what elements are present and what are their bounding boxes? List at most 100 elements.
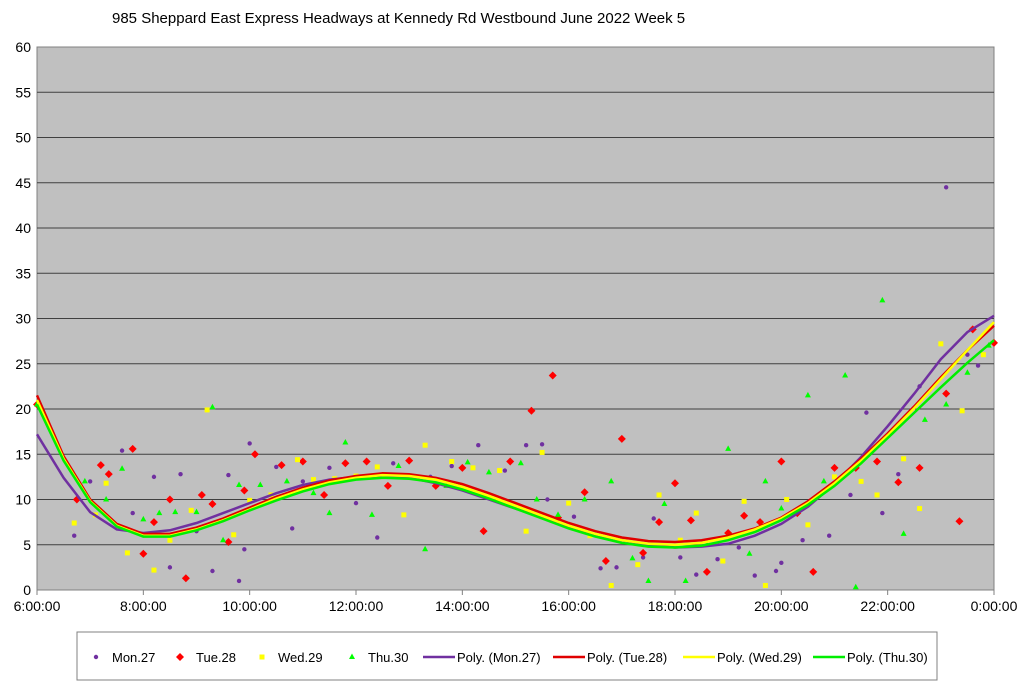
- point-thu-30: [193, 508, 200, 515]
- point-mon-27: [614, 565, 619, 570]
- legend-label: Poly. (Mon.27): [457, 650, 541, 665]
- point-wed-29: [401, 512, 407, 518]
- point-thu-30: [804, 391, 811, 398]
- point-thu-30: [485, 468, 492, 475]
- point-mon-27: [640, 555, 646, 560]
- point-mon-27: [290, 526, 295, 531]
- point-tue-28: [809, 567, 818, 576]
- y-tick-label: 0: [23, 582, 31, 598]
- point-mon-27: [752, 573, 757, 578]
- point-mon-27: [130, 510, 135, 516]
- trendlines: [35, 314, 995, 549]
- point-mon-27: [678, 555, 683, 560]
- legend-marker: [93, 654, 99, 660]
- point-tue-28: [894, 478, 903, 487]
- chart-title: 985 Sheppard East Express Headways at Ke…: [112, 10, 685, 27]
- point-tue-28: [479, 527, 488, 536]
- point-wed-29: [635, 562, 641, 568]
- point-thu-30: [81, 477, 88, 484]
- point-mon-27: [375, 535, 380, 540]
- point-tue-28: [383, 481, 392, 490]
- gridlines: [37, 91, 994, 546]
- x-tick-label: 22:00:00: [860, 598, 915, 614]
- point-mon-27: [965, 352, 970, 357]
- point-thu-30: [879, 296, 886, 303]
- point-thu-30: [310, 489, 317, 496]
- point-thu-30: [464, 458, 471, 465]
- point-tue-28: [208, 500, 217, 509]
- point-tue-28: [527, 406, 536, 415]
- point-wed-29: [310, 477, 316, 483]
- point-thu-30: [236, 481, 243, 488]
- point-thu-30: [682, 577, 689, 583]
- point-thu-30: [517, 459, 524, 466]
- point-wed-29: [874, 492, 880, 498]
- point-mon-27: [880, 510, 885, 516]
- point-wed-29: [204, 407, 210, 413]
- legend-label: Poly. (Tue.28): [587, 650, 667, 665]
- point-mon-27: [896, 471, 901, 477]
- point-tue-28: [458, 463, 467, 472]
- point-mon-27: [242, 547, 247, 552]
- point-tue-28: [942, 389, 951, 398]
- point-tue-28: [139, 549, 148, 558]
- x-tick-label: 10:00:00: [222, 598, 277, 614]
- point-mon-27: [715, 557, 720, 562]
- point-thu-30: [119, 465, 126, 471]
- point-tue-28: [506, 457, 515, 466]
- point-wed-29: [832, 474, 837, 480]
- point-mon-27: [694, 572, 699, 577]
- point-wed-29: [374, 464, 380, 470]
- point-wed-29: [188, 507, 194, 513]
- point-mon-27: [864, 410, 869, 415]
- point-wed-29: [422, 442, 428, 448]
- x-tick-label: 20:00:00: [754, 598, 809, 614]
- x-tick-label: 8:00:00: [120, 598, 167, 614]
- point-thu-30: [533, 496, 540, 502]
- point-wed-29: [247, 497, 253, 503]
- x-tick-label: 0:00:00: [971, 598, 1018, 614]
- point-mon-27: [848, 492, 853, 498]
- point-thu-30: [342, 438, 349, 445]
- point-wed-29: [231, 532, 237, 538]
- point-wed-29: [103, 480, 109, 486]
- point-wed-29: [693, 510, 699, 516]
- point-mon-27: [119, 448, 125, 453]
- point-mon-27: [274, 464, 279, 470]
- point-wed-29: [762, 582, 768, 588]
- point-thu-30: [283, 477, 290, 484]
- point-tue-28: [655, 518, 664, 527]
- point-tue-28: [955, 517, 964, 526]
- legend-label: Poly. (Thu.30): [847, 650, 928, 665]
- point-mon-27: [651, 516, 656, 521]
- y-tick-label: 5: [23, 537, 31, 553]
- x-tick-label: 18:00:00: [648, 598, 703, 614]
- point-mon-27: [236, 578, 242, 584]
- y-tick-label: 60: [15, 39, 31, 55]
- point-tue-28: [128, 444, 137, 453]
- point-tue-28: [96, 461, 105, 470]
- point-mon-27: [449, 463, 454, 469]
- point-mon-27: [327, 465, 332, 471]
- y-tick-label: 40: [15, 220, 31, 236]
- y-tick-label: 15: [15, 446, 31, 462]
- point-wed-29: [608, 582, 614, 588]
- point-tue-28: [580, 488, 589, 497]
- point-tue-28: [405, 456, 414, 465]
- point-wed-29: [656, 492, 662, 498]
- point-tue-28: [104, 470, 113, 479]
- point-thu-30: [778, 505, 785, 511]
- point-thu-30: [220, 536, 227, 543]
- point-wed-29: [980, 352, 986, 358]
- point-thu-30: [209, 403, 216, 410]
- point-thu-30: [103, 496, 110, 502]
- point-thu-30: [964, 369, 971, 375]
- point-wed-29: [784, 497, 790, 502]
- x-tick-label: 6:00:00: [14, 598, 61, 614]
- point-thu-30: [943, 400, 950, 407]
- point-thu-30: [395, 462, 402, 469]
- x-axis-ticks: 6:00:00 8:00:00 10:00:00 12:00:00 14:00:00 16…: [14, 590, 1018, 614]
- point-mon-27: [773, 568, 779, 574]
- point-wed-29: [805, 522, 811, 528]
